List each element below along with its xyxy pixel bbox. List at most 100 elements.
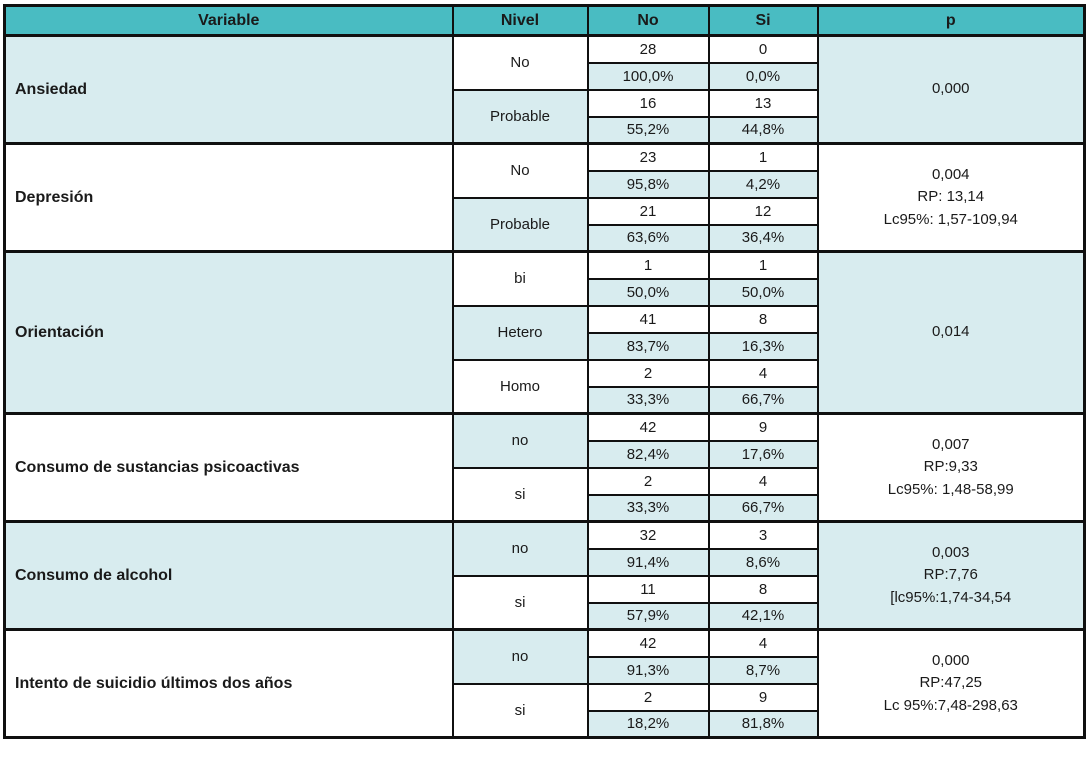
no-count-cell: 11 — [586, 574, 710, 604]
level-cell: Probable — [451, 88, 589, 145]
level-cell: no — [451, 628, 589, 685]
level-cell: si — [451, 574, 589, 631]
si-percent-cell: 81,8% — [707, 709, 819, 739]
table-row: 63,6% 36,4% — [5, 223, 1085, 253]
variable-cell: Consumo de sustancias psicoactivas — [3, 412, 454, 523]
variable-cell: Orientación — [3, 250, 454, 415]
no-count-cell: 1 — [586, 250, 710, 280]
si-count-cell: 8 — [707, 304, 819, 334]
si-count-cell: 4 — [707, 628, 819, 658]
si-count-cell: 0 — [707, 34, 819, 64]
p-value-cell: 0,003 RP:7,76 [lc95%:1,74-34,54 — [816, 520, 1086, 631]
column-header-no: No — [586, 4, 710, 37]
crosstab-table: Variable Nivel No Si p Ansiedad No 28 0 … — [3, 4, 1086, 739]
si-count-cell: 9 — [707, 682, 819, 712]
level-cell: bi — [451, 250, 589, 307]
no-percent-cell: 18,2% — [586, 709, 710, 739]
p-value-cell: 0,014 — [816, 250, 1086, 415]
no-count-cell: 23 — [586, 142, 710, 172]
si-percent-cell: 8,7% — [707, 655, 819, 685]
level-cell: No — [451, 142, 589, 199]
level-cell: No — [451, 34, 589, 91]
level-cell: Hetero — [451, 304, 589, 361]
si-count-cell: 3 — [707, 520, 819, 550]
si-percent-cell: 66,7% — [707, 493, 819, 523]
table-row: si 2 4 — [5, 466, 1085, 523]
no-count-cell: 2 — [586, 358, 710, 388]
no-count-cell: 32 — [586, 520, 710, 550]
p-value-cell: 0,007 RP:9,33 Lc95%: 1,48-58,99 — [816, 412, 1086, 523]
no-percent-cell: 55,2% — [586, 115, 710, 145]
no-percent-cell: 83,7% — [586, 331, 710, 361]
table-row: Consumo de sustancias psicoactivas no 42… — [3, 412, 1086, 523]
si-percent-cell: 42,1% — [707, 601, 819, 631]
table-row: 57,9% 42,1% — [5, 601, 1085, 631]
header-row: Variable Nivel No Si p — [3, 4, 1086, 37]
no-percent-cell: 50,0% — [586, 277, 710, 307]
si-percent-cell: 16,3% — [707, 331, 819, 361]
si-count-cell: 9 — [707, 412, 819, 442]
variable-cell: Consumo de alcohol — [3, 520, 454, 631]
si-percent-cell: 4,2% — [707, 169, 819, 199]
table-row: 83,7% 16,3% — [5, 331, 1085, 361]
variable-cell: Intento de suicidio últimos dos años — [3, 628, 454, 739]
no-percent-cell: 33,3% — [586, 385, 710, 415]
si-count-cell: 13 — [707, 88, 819, 118]
table-row: Probable 21 12 — [5, 196, 1085, 253]
table-row: Ansiedad No 28 0 0,000 — [3, 34, 1086, 145]
table-row: si 11 8 — [5, 574, 1085, 631]
no-percent-cell: 95,8% — [586, 169, 710, 199]
p-value-cell: 0,000 — [816, 34, 1086, 145]
level-cell: no — [451, 520, 589, 577]
no-percent-cell: 100,0% — [586, 61, 710, 91]
level-cell: si — [451, 466, 589, 523]
no-count-cell: 21 — [586, 196, 710, 226]
column-header-variable: Variable — [3, 4, 454, 37]
table-row: Consumo de alcohol no 32 3 0,003 RP:7,76… — [3, 520, 1086, 631]
p-value-cell: 0,000 RP:47,25 Lc 95%:7,48-298,63 — [816, 628, 1086, 739]
no-percent-cell: 82,4% — [586, 439, 710, 469]
table-row: Depresión No 23 1 0,004 RP: 13,14 Lc95%:… — [3, 142, 1086, 253]
table-row: Homo 2 4 — [5, 358, 1085, 415]
si-percent-cell: 17,6% — [707, 439, 819, 469]
column-header-p: p — [816, 4, 1086, 37]
si-percent-cell: 50,0% — [707, 277, 819, 307]
page: Variable Nivel No Si p Ansiedad No 28 0 … — [3, 4, 1086, 739]
no-percent-cell: 57,9% — [586, 601, 710, 631]
table-row: 95,8% 4,2% — [5, 169, 1085, 199]
table-row: 33,3% 66,7% — [5, 493, 1085, 523]
table-row: 55,2% 44,8% — [5, 115, 1085, 145]
si-count-cell: 1 — [707, 250, 819, 280]
si-percent-cell: 36,4% — [707, 223, 819, 253]
no-percent-cell: 91,3% — [586, 655, 710, 685]
si-percent-cell: 66,7% — [707, 385, 819, 415]
p-value-cell: 0,004 RP: 13,14 Lc95%: 1,57-109,94 — [816, 142, 1086, 253]
no-count-cell: 41 — [586, 304, 710, 334]
si-count-cell: 4 — [707, 466, 819, 496]
no-count-cell: 42 — [586, 628, 710, 658]
no-percent-cell: 33,3% — [586, 493, 710, 523]
no-count-cell: 28 — [586, 34, 710, 64]
table-row: 100,0% 0,0% — [5, 61, 1085, 91]
si-count-cell: 8 — [707, 574, 819, 604]
column-header-nivel: Nivel — [451, 4, 589, 37]
si-percent-cell: 0,0% — [707, 61, 819, 91]
table-row: Hetero 41 8 — [5, 304, 1085, 361]
level-cell: Probable — [451, 196, 589, 253]
si-percent-cell: 44,8% — [707, 115, 819, 145]
column-header-si: Si — [707, 4, 819, 37]
si-percent-cell: 8,6% — [707, 547, 819, 577]
table-row: Orientación bi 1 1 0,014 — [3, 250, 1086, 415]
table-row: Probable 16 13 — [5, 88, 1085, 145]
table-row: 91,4% 8,6% — [5, 547, 1085, 577]
table-row: 50,0% 50,0% — [5, 277, 1085, 307]
table-row: 91,3% 8,7% — [5, 655, 1085, 685]
variable-cell: Depresión — [3, 142, 454, 253]
level-cell: no — [451, 412, 589, 469]
level-cell: si — [451, 682, 589, 739]
table-row: Intento de suicidio últimos dos años no … — [3, 628, 1086, 739]
no-count-cell: 2 — [586, 682, 710, 712]
no-count-cell: 2 — [586, 466, 710, 496]
si-count-cell: 4 — [707, 358, 819, 388]
no-percent-cell: 63,6% — [586, 223, 710, 253]
